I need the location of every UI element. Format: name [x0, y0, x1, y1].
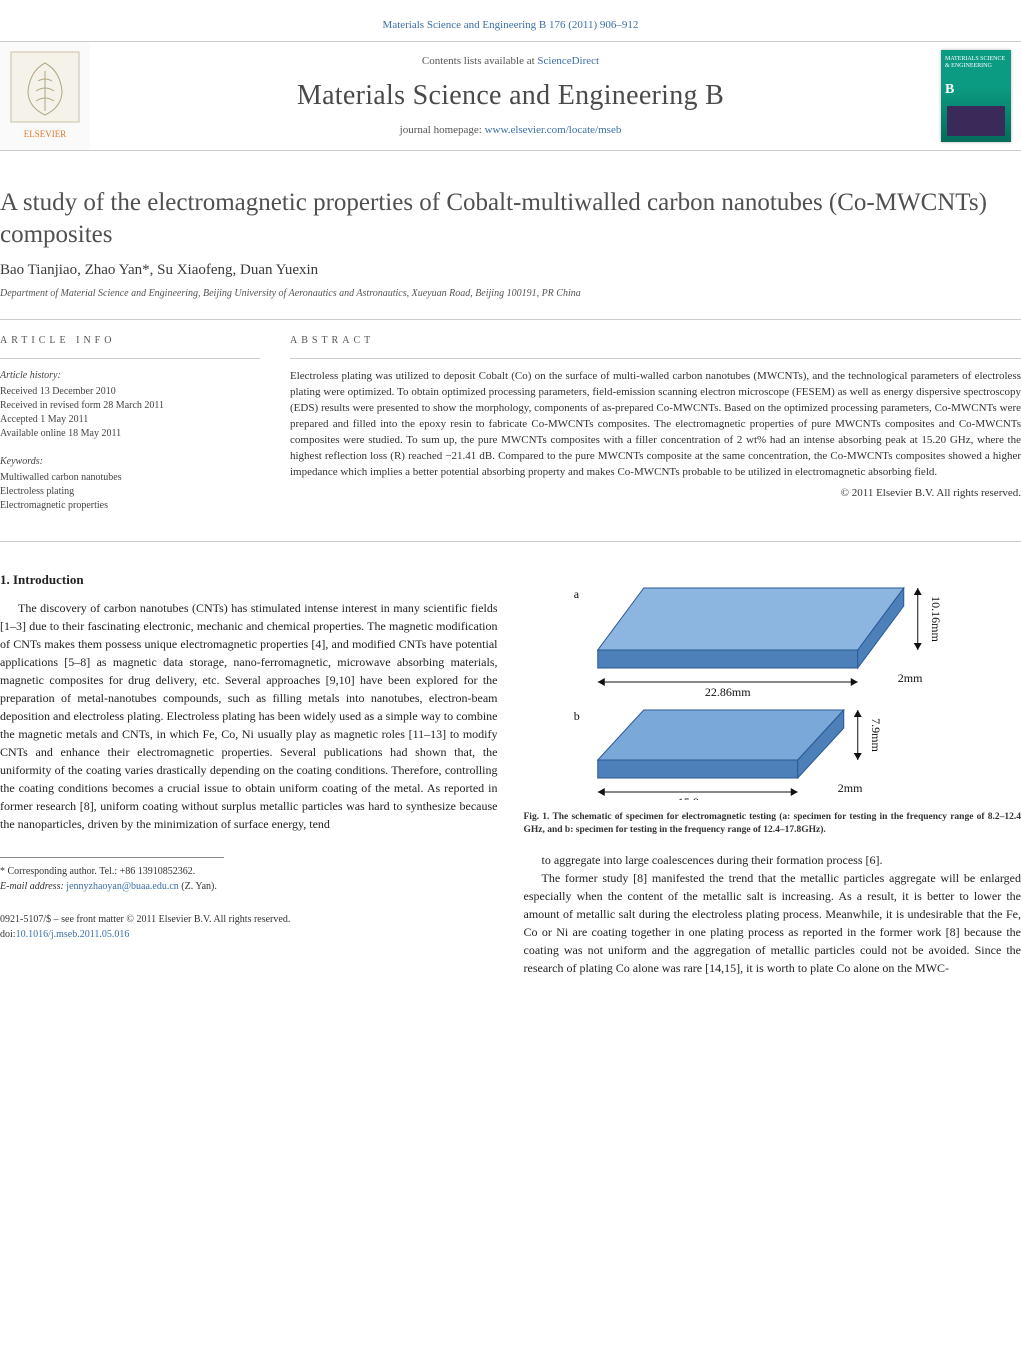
- banner-center: Contents lists available at ScienceDirec…: [90, 42, 931, 150]
- publisher-logo: ELSEVIER: [0, 42, 90, 150]
- affiliation: Department of Material Science and Engin…: [0, 287, 1021, 319]
- intro-paragraph: The discovery of carbon nanotubes (CNTs)…: [0, 599, 498, 833]
- svg-text:15.8mm: 15.8mm: [677, 795, 717, 800]
- svg-text:a: a: [573, 587, 579, 601]
- keyword: Multiwalled carbon nanotubes: [0, 471, 260, 485]
- journal-banner: ELSEVIER Contents lists available at Sci…: [0, 41, 1021, 151]
- homepage-line: journal homepage: www.elsevier.com/locat…: [400, 123, 622, 138]
- abstract-text: Electroless plating was utilized to depo…: [290, 369, 1021, 481]
- header-citation: Materials Science and Engineering B 176 …: [0, 0, 1021, 41]
- history-line: Received in revised form 28 March 2011: [0, 399, 260, 413]
- history-line: Available online 18 May 2011: [0, 427, 260, 441]
- keyword: Electroless plating: [0, 485, 260, 499]
- body-columns: 1. Introduction The discovery of carbon …: [0, 570, 1021, 977]
- left-column: 1. Introduction The discovery of carbon …: [0, 570, 498, 977]
- abstract-col: abstract Electroless plating was utilize…: [290, 334, 1021, 527]
- svg-text:2mm: 2mm: [837, 781, 862, 795]
- body-paragraph: to aggregate into large coalescences dur…: [524, 851, 1021, 869]
- sciencedirect-link[interactable]: ScienceDirect: [537, 55, 599, 67]
- keyword: Electromagnetic properties: [0, 499, 260, 513]
- journal-name: Materials Science and Engineering B: [297, 76, 724, 115]
- homepage-link[interactable]: www.elsevier.com/locate/mseb: [485, 124, 622, 136]
- header-citation-link[interactable]: Materials Science and Engineering B 176 …: [383, 19, 639, 31]
- keywords-label: Keywords:: [0, 455, 260, 469]
- figure-1-caption: Fig. 1. The schematic of specimen for el…: [524, 811, 1021, 837]
- info-abstract-row: article info Article history: Received 1…: [0, 319, 1021, 542]
- authors: Bao Tianjiao, Zhao Yan*, Su Xiaofeng, Du…: [0, 260, 1021, 287]
- page-footer: 0921-5107/$ – see front matter © 2011 El…: [0, 912, 498, 942]
- article-title: A study of the electromagnetic propertie…: [0, 151, 1021, 260]
- article-info-heading: article info: [0, 334, 260, 359]
- abstract-heading: abstract: [290, 334, 1021, 359]
- history-line: Received 13 December 2010: [0, 385, 260, 399]
- article-info-col: article info Article history: Received 1…: [0, 334, 260, 527]
- cover-thumb-wrap: MATERIALS SCIENCE & ENGINEERING B: [931, 42, 1021, 150]
- svg-text:10.16mm: 10.16mm: [928, 596, 942, 642]
- right-column: a 22.86mm 10.16mm 2mm b 15.8mm 7.9mm 2mm Fig. 1…: [524, 570, 1021, 977]
- keywords-block: Keywords: Multiwalled carbon nanotubes E…: [0, 455, 260, 513]
- svg-text:7.9mm: 7.9mm: [868, 718, 882, 752]
- section-heading: 1. Introduction: [0, 570, 498, 590]
- svg-text:2mm: 2mm: [897, 671, 922, 685]
- doi-line: doi:10.1016/j.mseb.2011.05.016: [0, 929, 129, 940]
- body-paragraph: The former study [8] manifested the tren…: [524, 869, 1021, 977]
- contents-line: Contents lists available at ScienceDirec…: [422, 54, 599, 69]
- svg-text:b: b: [573, 709, 579, 723]
- author-email-link[interactable]: jennyzhaoyan@buaa.edu.cn: [66, 881, 179, 892]
- cover-thumbnail[interactable]: MATERIALS SCIENCE & ENGINEERING B: [941, 50, 1011, 142]
- email-line: E-mail address: jennyzhaoyan@buaa.edu.cn…: [0, 879, 224, 894]
- svg-text:22.86mm: 22.86mm: [704, 685, 750, 699]
- figure-1: a 22.86mm 10.16mm 2mm b 15.8mm 7.9mm 2mm Fig. 1…: [524, 570, 1021, 837]
- corresponding-author: * Corresponding author. Tel.: +86 139108…: [0, 864, 224, 879]
- footnotes: * Corresponding author. Tel.: +86 139108…: [0, 857, 224, 894]
- article-history: Article history: Received 13 December 20…: [0, 369, 260, 441]
- doi-link[interactable]: 10.1016/j.mseb.2011.05.016: [16, 929, 130, 940]
- history-line: Accepted 1 May 2011: [0, 413, 260, 427]
- front-matter: 0921-5107/$ – see front matter © 2011 El…: [0, 914, 290, 925]
- figure-1-svg: a 22.86mm 10.16mm 2mm b 15.8mm 7.9mm 2mm: [524, 570, 1021, 800]
- history-label: Article history:: [0, 369, 260, 383]
- abstract-copyright: © 2011 Elsevier B.V. All rights reserved…: [290, 486, 1021, 501]
- publisher-name: ELSEVIER: [24, 129, 67, 139]
